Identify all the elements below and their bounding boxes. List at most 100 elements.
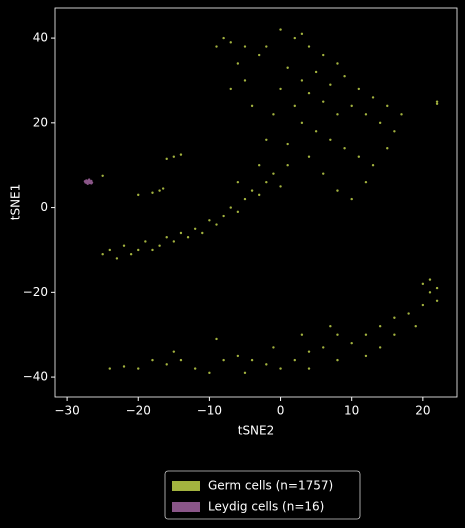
point	[265, 45, 268, 48]
plot-frame	[54, 7, 458, 398]
point	[286, 164, 289, 167]
point	[322, 346, 325, 349]
point	[265, 180, 268, 184]
point	[435, 299, 439, 303]
point	[201, 231, 204, 235]
x-tick-label: 20	[415, 404, 430, 418]
point	[307, 367, 311, 370]
point	[272, 172, 275, 175]
point	[265, 363, 268, 366]
point	[215, 45, 218, 48]
point	[158, 244, 161, 247]
point	[258, 53, 261, 57]
point	[307, 45, 311, 48]
point	[229, 206, 232, 209]
point	[286, 142, 289, 146]
x-tick-label: −30	[54, 404, 79, 418]
x-tick-label: −20	[126, 404, 151, 418]
point	[293, 104, 296, 108]
y-tick-label: 20	[33, 115, 48, 129]
point	[272, 346, 275, 349]
point	[329, 138, 332, 141]
y-axis-label: tSNE1	[9, 184, 23, 221]
point	[172, 240, 176, 243]
point	[279, 87, 282, 91]
point	[371, 96, 375, 99]
x-axis-label: tSNE2	[238, 424, 275, 438]
point	[300, 79, 304, 82]
point	[179, 231, 183, 235]
point	[165, 363, 168, 366]
point	[279, 367, 282, 370]
y-tick-label: 0	[40, 200, 48, 214]
point	[179, 153, 183, 156]
point	[293, 358, 296, 362]
point	[350, 104, 353, 108]
point	[336, 333, 339, 336]
legend-label: Germ cells (n=1757)	[208, 479, 333, 493]
point	[101, 174, 104, 178]
point	[236, 210, 240, 214]
point	[393, 333, 396, 336]
point	[229, 41, 232, 44]
point	[151, 358, 154, 362]
point	[300, 121, 304, 125]
point	[407, 312, 410, 315]
point	[386, 147, 389, 150]
point	[414, 325, 417, 328]
point	[208, 371, 211, 375]
point	[215, 223, 218, 226]
point	[243, 79, 247, 82]
point	[161, 187, 165, 190]
point	[428, 278, 432, 281]
point	[236, 180, 240, 184]
point	[364, 113, 368, 116]
point	[435, 102, 439, 105]
point	[307, 91, 311, 95]
point	[158, 189, 161, 192]
point	[307, 350, 311, 353]
point	[193, 367, 197, 370]
point	[336, 358, 339, 362]
legend-box	[164, 470, 361, 520]
y-tick-label: −40	[23, 370, 48, 384]
point	[243, 197, 247, 201]
point	[293, 36, 296, 40]
point	[378, 325, 382, 328]
point	[186, 236, 190, 239]
point	[343, 147, 346, 150]
point	[421, 282, 425, 286]
point	[165, 236, 168, 239]
point	[222, 358, 225, 362]
point	[400, 113, 403, 116]
y-tick-label: −20	[23, 285, 48, 299]
point	[393, 316, 396, 319]
point	[193, 227, 197, 230]
point	[343, 75, 346, 78]
x-tick-label: 10	[344, 404, 359, 418]
point	[85, 181, 89, 185]
point	[314, 70, 318, 74]
point	[265, 138, 268, 141]
point	[322, 172, 325, 175]
point	[386, 104, 389, 108]
point	[179, 358, 183, 362]
point	[108, 248, 111, 252]
point	[222, 214, 225, 218]
point	[329, 83, 332, 86]
point	[83, 180, 87, 183]
point	[87, 179, 91, 183]
point	[258, 164, 261, 167]
point	[350, 197, 353, 201]
point	[172, 155, 176, 158]
point	[314, 130, 318, 133]
legend-label: Leydig cells (n=16)	[208, 500, 324, 514]
point	[435, 100, 439, 103]
point	[129, 252, 133, 256]
x-tick-label: −10	[197, 404, 222, 418]
point	[101, 252, 104, 256]
point	[393, 130, 396, 133]
point	[122, 365, 126, 368]
point	[300, 333, 304, 336]
